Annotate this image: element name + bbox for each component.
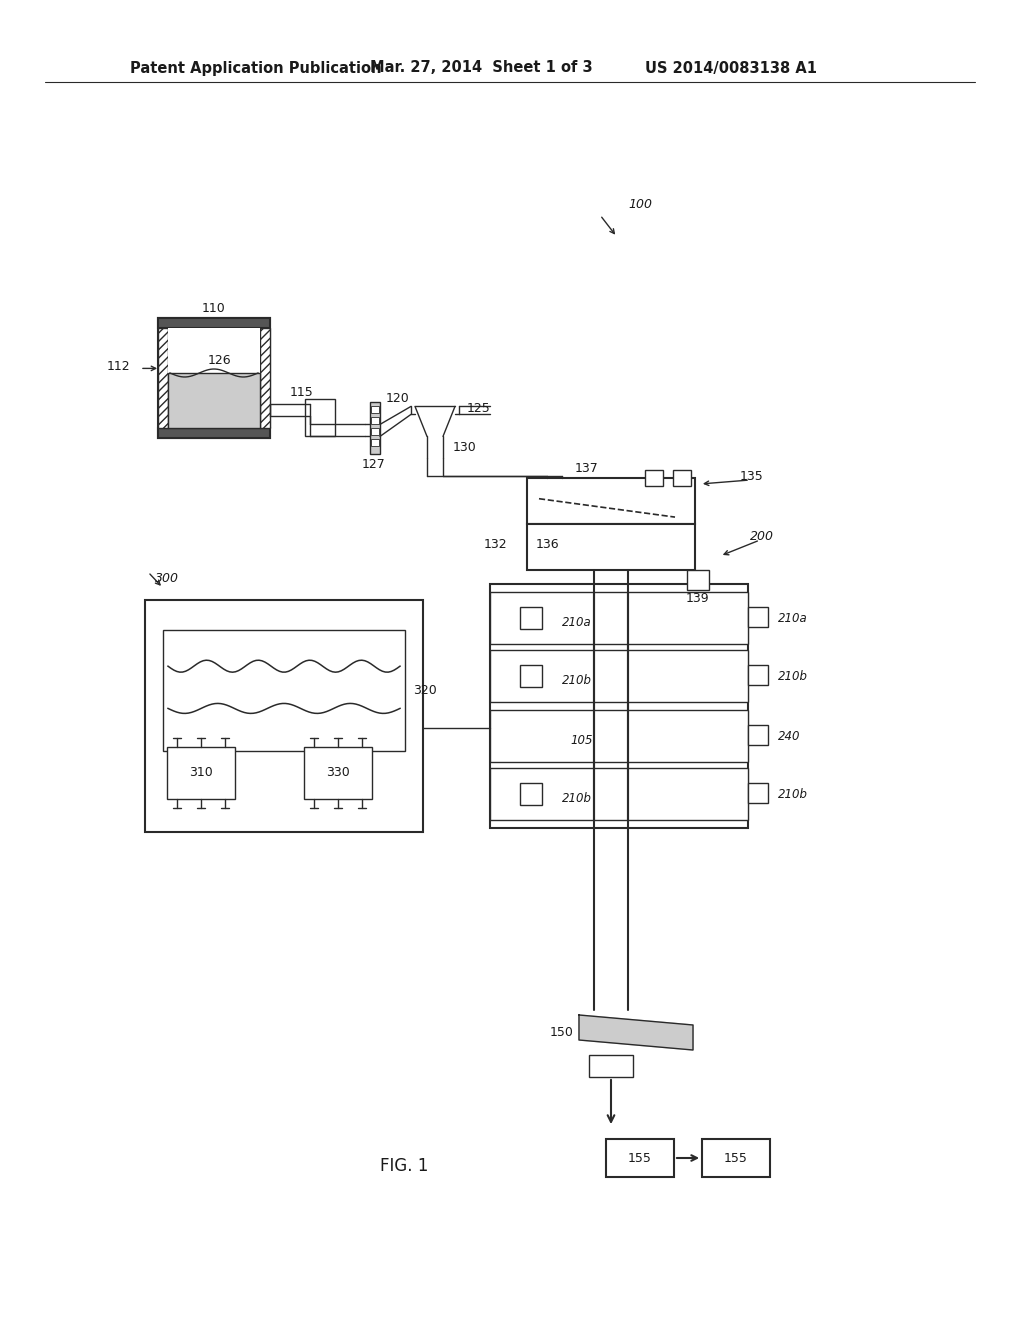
Text: 112: 112	[106, 359, 130, 372]
Bar	[527, 478, 695, 524]
Text: 310: 310	[189, 767, 213, 780]
Bar	[168, 374, 260, 428]
Bar	[520, 665, 542, 686]
Polygon shape	[579, 1015, 693, 1049]
Text: 137: 137	[575, 462, 599, 474]
Bar	[145, 601, 423, 832]
Bar	[260, 327, 270, 428]
Bar	[158, 327, 168, 428]
Text: 210b: 210b	[562, 792, 592, 804]
Bar	[673, 470, 691, 486]
Text: FIG. 1: FIG. 1	[380, 1158, 428, 1175]
Text: 210b: 210b	[562, 673, 592, 686]
Text: 210a: 210a	[562, 615, 592, 628]
Text: 130: 130	[453, 441, 477, 454]
Text: 105: 105	[570, 734, 593, 747]
Bar	[158, 318, 270, 438]
Bar	[371, 429, 379, 436]
Text: 210b: 210b	[778, 669, 808, 682]
Bar	[606, 1139, 674, 1177]
Text: 100: 100	[628, 198, 652, 210]
Text: 155: 155	[628, 1151, 652, 1164]
Text: 240: 240	[778, 730, 801, 742]
Bar	[304, 747, 372, 799]
Bar	[168, 374, 260, 428]
Bar	[490, 583, 748, 828]
Text: 139: 139	[685, 591, 709, 605]
Bar	[490, 649, 748, 702]
Bar	[520, 783, 542, 805]
Text: 126: 126	[207, 355, 230, 367]
Bar	[527, 524, 695, 570]
Bar	[168, 327, 260, 428]
Text: 155: 155	[724, 1151, 748, 1164]
Text: Patent Application Publication: Patent Application Publication	[130, 61, 382, 75]
Text: 127: 127	[362, 458, 386, 471]
Text: US 2014/0083138 A1: US 2014/0083138 A1	[645, 61, 817, 75]
Bar	[687, 570, 709, 590]
Text: 120: 120	[386, 392, 410, 405]
Bar	[371, 407, 379, 413]
Bar	[748, 725, 768, 744]
Bar	[163, 630, 406, 751]
Text: 110: 110	[202, 301, 226, 314]
Bar	[748, 665, 768, 685]
Text: 115: 115	[290, 385, 314, 399]
Bar	[490, 768, 748, 820]
Bar	[490, 710, 748, 762]
Text: 125: 125	[467, 401, 490, 414]
Text: 136: 136	[536, 537, 559, 550]
Text: 200: 200	[750, 529, 774, 543]
Text: 210a: 210a	[778, 611, 808, 624]
Text: 300: 300	[155, 572, 179, 585]
Bar	[490, 591, 748, 644]
Bar	[748, 783, 768, 803]
Text: Mar. 27, 2014  Sheet 1 of 3: Mar. 27, 2014 Sheet 1 of 3	[370, 61, 593, 75]
Bar	[371, 417, 379, 425]
Bar	[305, 400, 335, 437]
Bar	[645, 470, 663, 486]
Bar	[589, 1055, 633, 1077]
Bar	[167, 747, 234, 799]
Bar	[520, 607, 542, 630]
Bar	[702, 1139, 770, 1177]
Bar	[370, 403, 380, 454]
Text: 132: 132	[483, 537, 507, 550]
Text: 320: 320	[413, 684, 437, 697]
Text: 210b: 210b	[778, 788, 808, 800]
Bar	[748, 607, 768, 627]
Text: 330: 330	[326, 767, 350, 780]
Bar	[158, 318, 270, 327]
Bar	[371, 440, 379, 446]
Text: 150: 150	[550, 1027, 574, 1040]
Text: 135: 135	[740, 470, 764, 483]
Bar	[158, 428, 270, 438]
